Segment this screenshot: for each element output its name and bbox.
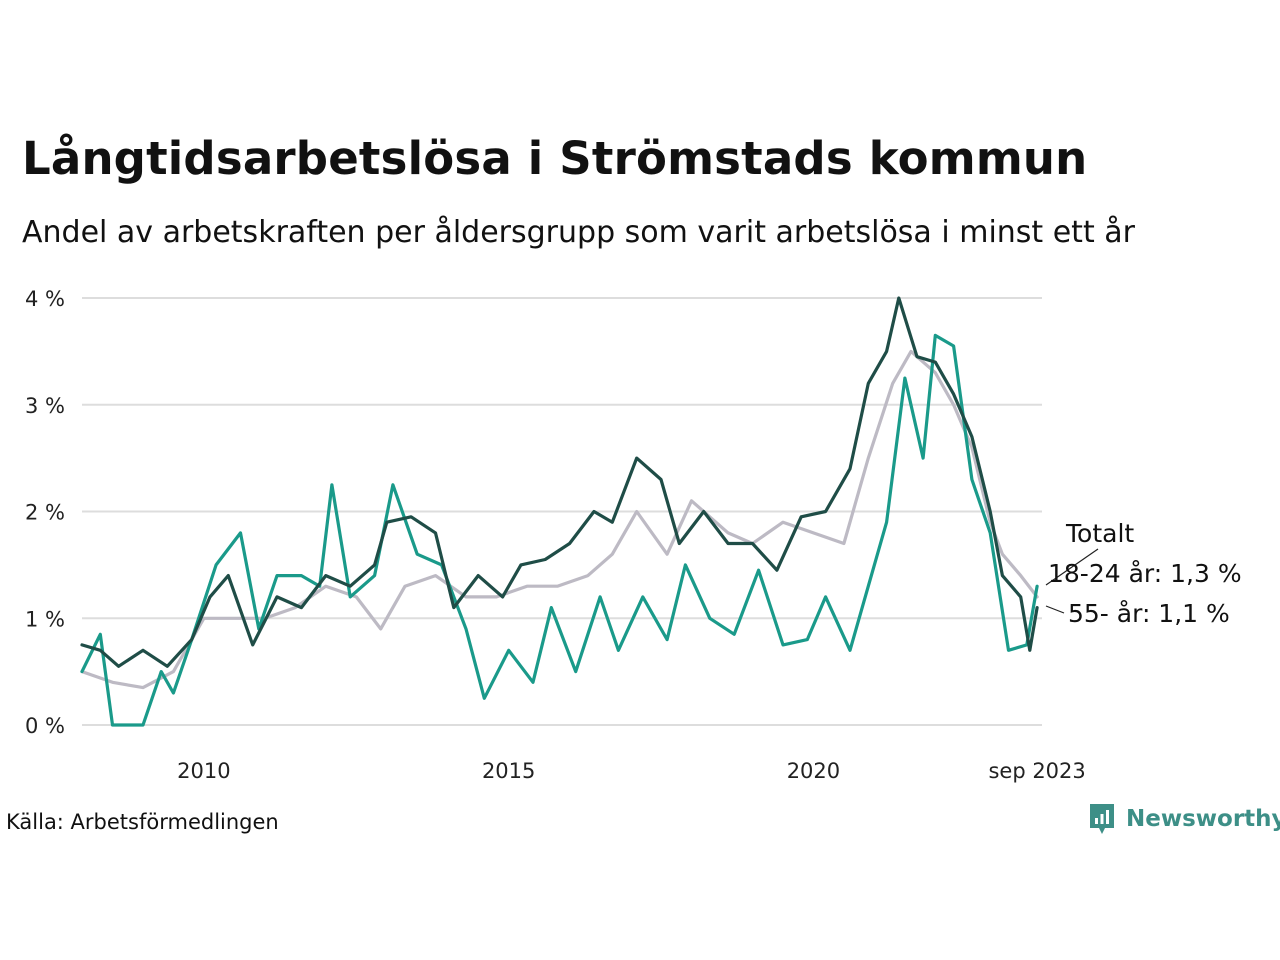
series-line-totalt xyxy=(80,349,1039,690)
y-tick-label: 2 % xyxy=(25,501,65,525)
series-line-old xyxy=(80,296,1039,668)
y-tick-label: 0 % xyxy=(25,714,65,738)
x-tick-label: sep 2023 xyxy=(988,759,1085,783)
end-label-old: 55- år: 1,1 % xyxy=(1068,599,1230,628)
y-tick-label: 1 % xyxy=(25,607,65,631)
leader-line-old xyxy=(1045,605,1065,614)
gridlines xyxy=(82,297,1042,726)
chart-title: Långtidsarbetslösa i Strömstads kommun xyxy=(22,132,1088,185)
x-tick-label: 2020 xyxy=(787,759,840,783)
x-axis-ticks: 2010 2015 2020 sep 2023 xyxy=(177,759,1086,783)
x-tick-label: 2010 xyxy=(177,759,230,783)
x-tick-label: 2015 xyxy=(482,759,535,783)
y-tick-label: 4 % xyxy=(25,287,65,311)
y-tick-label: 3 % xyxy=(25,394,65,418)
brand-name: Newsworthy xyxy=(1126,806,1280,832)
end-label-young: 18-24 år: 1,3 % xyxy=(1048,559,1242,588)
series-lines xyxy=(80,296,1039,727)
y-axis-ticks: 0 % 1 % 2 % 3 % 4 % xyxy=(25,287,65,738)
end-labels: Totalt 18-24 år: 1,3 % 55- år: 1,1 % xyxy=(1045,519,1242,628)
end-label-totalt: Totalt xyxy=(1065,519,1134,548)
leader-line-totalt xyxy=(1045,548,1099,586)
bar-chart-logo-icon xyxy=(1090,804,1114,834)
chart-subtitle: Andel av arbetskraften per åldersgrupp s… xyxy=(22,215,1135,250)
series-line-young xyxy=(80,333,1039,727)
line-chart: 0 % 1 % 2 % 3 % 4 % 2010 2015 2020 sep 2023 Tot… xyxy=(25,287,1242,783)
source-note: Källa: Arbetsförmedlingen xyxy=(6,810,279,834)
newsworthy-logo: Newsworthy xyxy=(1088,802,1280,836)
